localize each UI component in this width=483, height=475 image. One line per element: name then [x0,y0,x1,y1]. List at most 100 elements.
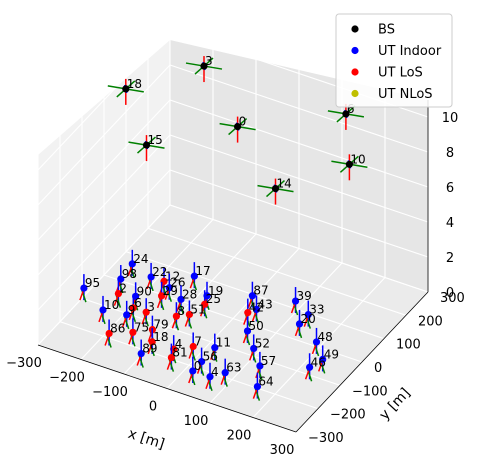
ut-point [99,306,107,314]
data-marks: 6310018393387172420431912224226482528982… [79,54,368,401]
ut-label: 4 [175,337,183,351]
ut-label: 46 [311,355,326,369]
x-tick-label: 200 [227,429,252,444]
z-tick-label: 10 [442,111,459,126]
bs-point [345,160,353,168]
z-gridline-left [37,29,171,171]
ut-label: 52 [255,336,270,350]
ut-label: 8 [177,304,185,318]
ut-point [306,363,314,371]
ut-point [114,289,122,298]
ut-label: 50 [249,319,264,333]
ut-point [80,284,88,292]
ut-label: 79 [153,318,168,332]
ut-point [177,295,185,303]
y-tick-label: −200 [330,408,366,423]
z-gridline-right [169,64,429,153]
ut-label: 87 [253,284,268,298]
ut-point [221,369,229,377]
z-gridline-right [169,204,429,293]
ut-label: 29 [163,284,178,298]
ut-label: 89 [142,342,157,356]
z-gridline-left [37,169,171,311]
z-gridline-right [169,99,429,188]
ut-point [250,344,258,353]
ut-label: 17 [195,264,210,278]
ut-label: 56 [203,350,218,364]
ut-point [253,382,261,391]
ut-point [248,292,256,300]
ut-point [142,308,150,316]
ut-label: 39 [297,289,312,303]
z-gridline-left [37,204,171,346]
z-gridline-right [169,134,429,223]
ut-point [295,320,304,328]
ut-label: 33 [309,303,324,317]
z-tick-label: 2 [446,251,454,266]
ut-label: 75 [134,320,149,334]
ut-point [185,310,193,319]
legend-items: BS UT Indoor UT LoS UT NLoS [351,23,442,102]
y-tick-label: 300 [440,291,465,306]
legend-marker [351,46,359,55]
x-axis-label: x [m] [126,426,166,453]
y-gridline [103,274,363,363]
ut-label: 22 [152,265,167,279]
ut-point [158,292,166,300]
bs-label: 15 [148,133,163,147]
axis-lines [37,100,429,433]
ut-label: 42 [249,301,264,315]
ut-point [319,355,327,363]
z-gridline-right [169,169,429,258]
ut-label: 9 [128,303,136,317]
ut-label: 11 [216,336,231,350]
bs-label: 3 [205,54,213,68]
ut-label: 86 [110,322,125,336]
z-gridline-left [37,99,171,241]
ut-point [128,260,136,268]
ut-point [105,329,113,338]
bs-point [142,141,151,149]
z-tick-label: 8 [446,146,454,161]
legend-label: UT LoS [378,66,423,81]
ut-label: 64 [258,375,273,389]
ut-label: 81 [172,346,187,360]
bs-point [342,110,350,118]
ut-label: 20 [301,312,316,326]
ut-label: 90 [137,284,152,298]
bs-label: 6 [347,102,355,116]
legend: BS UT Indoor UT LoS UT NLoS [335,13,453,108]
tick-labels: −300−200−1000100200300−300−200−100010020… [6,111,465,458]
bs-point [200,62,208,70]
ut-point [201,300,209,308]
ut-label: 2 [119,282,127,296]
ut-point [190,272,198,280]
ut-label: 63 [226,361,241,375]
legend-frame [335,13,453,108]
y-tick-label: 200 [418,314,443,329]
ut-label: 7 [194,334,202,348]
ut-label: 98 [122,267,137,281]
ut-label: 6 [134,296,142,310]
ut-label: 48 [318,330,333,344]
ut-point [206,373,214,381]
ut-point [243,327,252,335]
ut-point [189,342,197,351]
bs-label: 10 [350,152,365,166]
legend-label: UT NLoS [378,87,433,102]
x-tick-label: −300 [6,356,42,371]
ut-point [244,309,252,317]
x-axis-line [37,344,297,433]
ut-point [129,304,137,312]
ut-point [129,328,137,336]
ut-point [198,358,206,366]
ut-label: 19 [208,284,223,298]
ut-label: 25 [206,292,221,306]
ut-point [172,312,180,320]
bs-label: 14 [277,177,292,191]
x-tick-label: −200 [49,371,85,386]
ut-point [167,353,175,362]
y-tick-label: 0 [374,361,382,376]
legend-label: BS [378,23,395,38]
ut-label: 28 [182,287,197,301]
